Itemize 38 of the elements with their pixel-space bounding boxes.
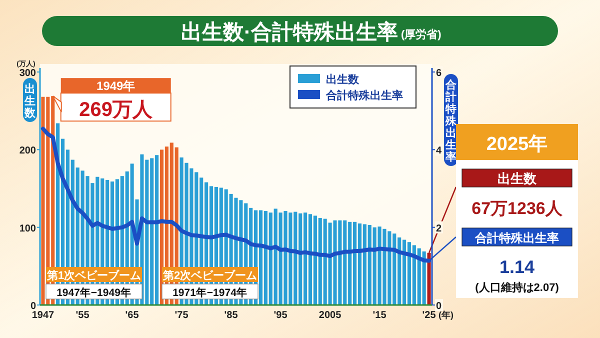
x-tick-label: 1947 bbox=[32, 310, 55, 321]
legend-label: 合計特殊出生率 bbox=[325, 89, 403, 102]
x-tick-label: '55 bbox=[76, 310, 90, 321]
x-tick-label: '15 bbox=[372, 310, 387, 321]
y-tick-label: 300 bbox=[19, 68, 36, 79]
chart-subtitle: (厚労省) bbox=[401, 28, 442, 41]
y2-tick-label: 4 bbox=[436, 146, 442, 157]
x-axis-title: (年) bbox=[438, 310, 454, 320]
bar bbox=[427, 252, 431, 305]
x-tick-label: '95 bbox=[274, 310, 288, 321]
y2label-pill: 合計特殊出生率 bbox=[444, 74, 458, 166]
annotation: 1947年−1949年 bbox=[56, 286, 132, 299]
x-tick-label: '75 bbox=[174, 310, 189, 321]
text: (人口維持は2.07) bbox=[475, 281, 560, 294]
y2-tick-label: 2 bbox=[436, 223, 442, 234]
x-tick-label: 2005 bbox=[318, 310, 342, 321]
x-tick-label: '85 bbox=[224, 310, 238, 321]
annotation: 第2次ベビーブーム bbox=[162, 269, 258, 282]
annotation: 1949年 bbox=[96, 79, 136, 94]
annotation: 269万人 bbox=[79, 99, 154, 122]
annotation: 1971年−1974年 bbox=[172, 286, 248, 299]
annotation: 67万1236人 bbox=[472, 199, 564, 218]
y-tick-label: 200 bbox=[19, 146, 36, 157]
annotation: 第1次ベビーブーム bbox=[46, 269, 142, 282]
x-tick-label: '65 bbox=[125, 310, 140, 321]
chart-title: 出生数·合計特殊出生率 bbox=[181, 20, 398, 44]
y-tick-label: 0 bbox=[30, 301, 36, 312]
x-tick-label: '25 bbox=[422, 310, 436, 321]
y-axis-title: 出生数 bbox=[24, 82, 36, 120]
y2-tick-label: 0 bbox=[436, 301, 442, 312]
text: 合計特殊出生率 bbox=[474, 231, 559, 245]
text: 2025年 bbox=[486, 134, 548, 155]
text: 出生数 bbox=[498, 171, 538, 186]
ylabel-pill: 出生数 bbox=[23, 78, 37, 122]
y-tick-label: 100 bbox=[19, 223, 36, 234]
text: 1.14 bbox=[499, 257, 535, 277]
legend-label: 出生数 bbox=[326, 73, 360, 86]
y2-tick-label: 6 bbox=[436, 68, 442, 79]
